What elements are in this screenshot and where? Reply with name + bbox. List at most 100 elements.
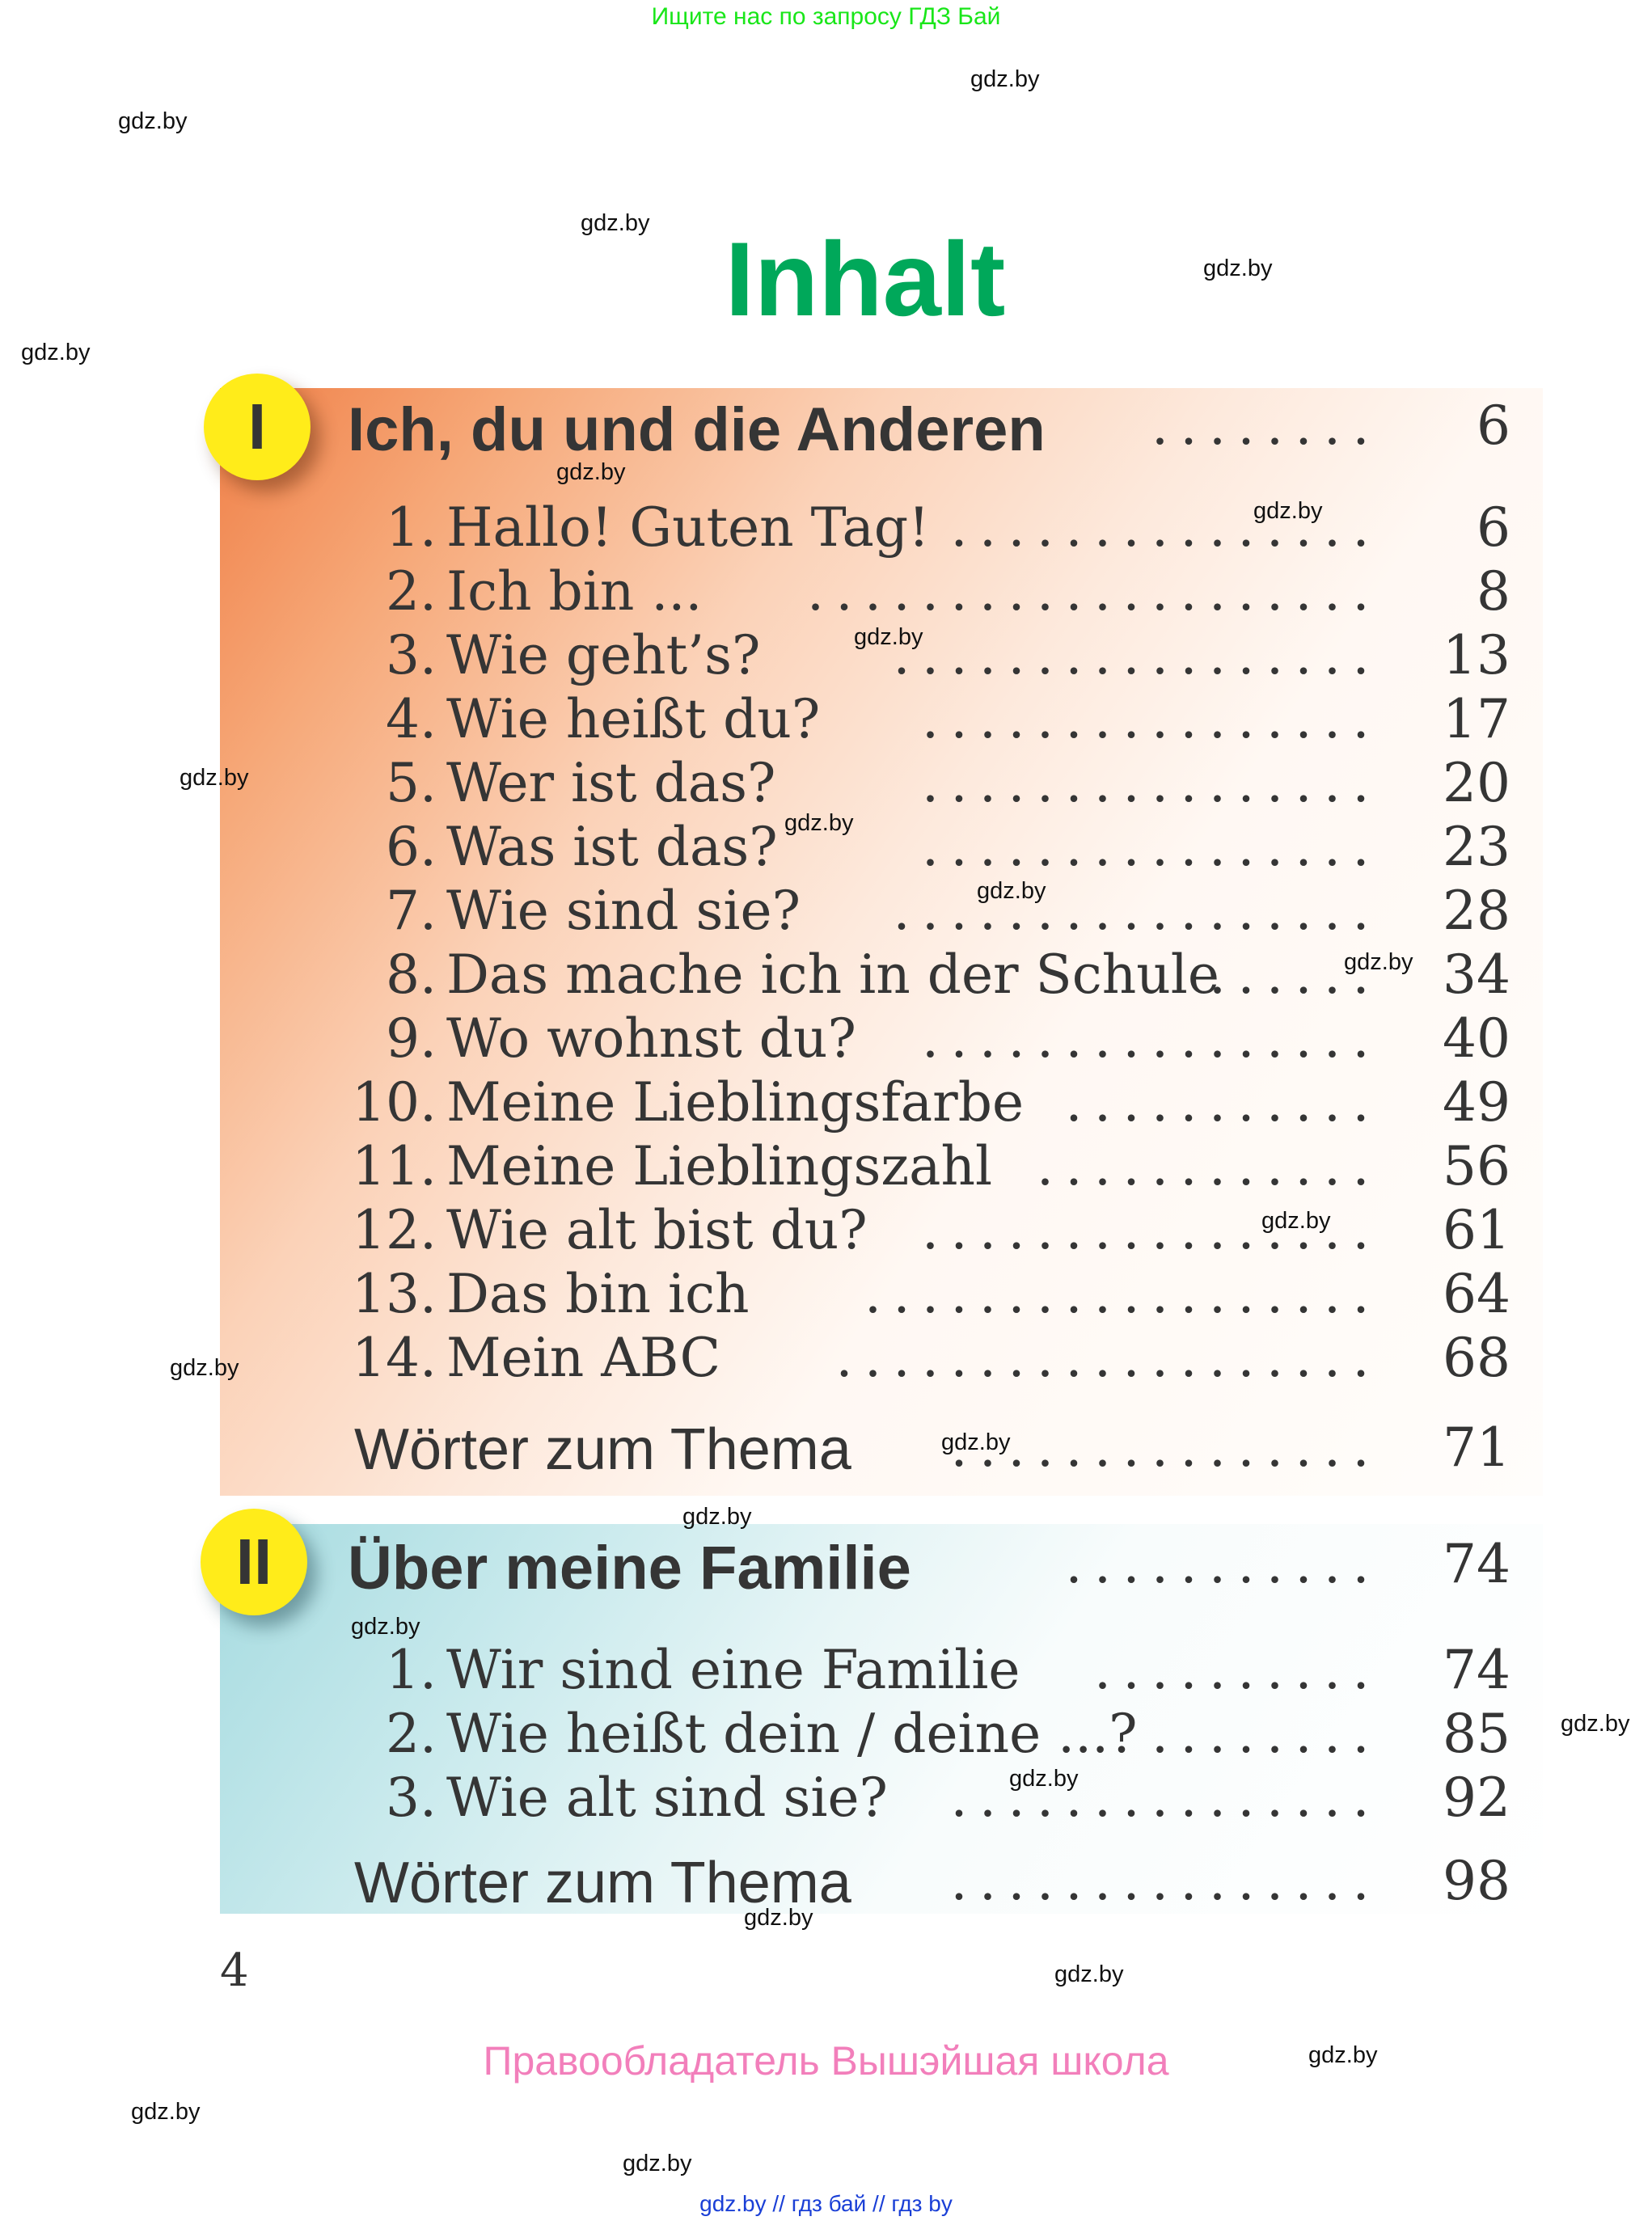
toc-entry[interactable]: 1. Hallo! Guten Tag! ............... 6 <box>0 496 1652 561</box>
entry-title: Wie sind sie? <box>446 880 801 942</box>
chapter-1-title: Ich, du und die Anderen <box>348 395 1046 464</box>
chapter-2-panel <box>220 1524 1543 1914</box>
entry-number: 4. <box>386 688 437 750</box>
entry-title: Hallo! Guten Tag! <box>446 496 930 559</box>
toc-entry[interactable]: 3. Wie geht’s? ................. 13 <box>0 624 1652 689</box>
toc-entry[interactable]: 13. Das bin ich .................. 64 <box>0 1263 1652 1328</box>
entry-number: 12. <box>352 1199 437 1261</box>
entry-title: Wer ist das? <box>446 752 776 814</box>
watermark: gdz.by <box>1253 498 1323 524</box>
watermark: gdz.by <box>180 765 249 791</box>
leader-dots: ................... <box>835 1327 1381 1389</box>
entry-number: 3. <box>386 624 437 686</box>
page-number: 74 <box>1443 1639 1510 1701</box>
toc-entry[interactable]: 7. Wie sind sie? ................. 28 <box>0 880 1652 944</box>
entry-number: 13. <box>352 1263 437 1325</box>
toc-entry[interactable]: 8. Das mache ich in der Schule ...... 34 <box>0 944 1652 1008</box>
toc-entry[interactable]: 11. Meine Lieblingszahl ............ 56 <box>0 1135 1652 1200</box>
page-number: 71 <box>1443 1416 1510 1479</box>
entry-number: 8. <box>386 944 437 1006</box>
leader-dots: ................ <box>922 752 1381 814</box>
page-number: 74 <box>1443 1533 1510 1595</box>
watermark: gdz.by <box>1054 1961 1124 1987</box>
watermark: gdz.by <box>556 459 626 485</box>
entry-title: Wie heißt du? <box>446 688 821 750</box>
watermark: gdz.by <box>581 210 650 236</box>
leader-dots: ............... <box>950 496 1381 559</box>
watermark: gdz.by <box>682 1504 752 1530</box>
watermark: gdz.by <box>1308 2042 1378 2068</box>
watermark: gdz.by <box>21 340 91 365</box>
entry-number: 14. <box>352 1327 437 1389</box>
watermark: gdz.by <box>1009 1766 1079 1792</box>
entry-title: Wie heißt dein / deine ...? <box>446 1703 1138 1765</box>
page-number: 34 <box>1443 944 1510 1006</box>
entry-title: Wir sind eine Familie <box>446 1639 1020 1701</box>
entry-title: Meine Lieblingsfarbe <box>446 1071 1025 1134</box>
entry-title: Meine Lieblingszahl <box>446 1135 993 1197</box>
page-number: 68 <box>1443 1327 1510 1389</box>
page-number: 23 <box>1443 816 1510 878</box>
page-number: 64 <box>1443 1263 1510 1325</box>
entry-number: 1. <box>386 496 437 559</box>
page-number: 17 <box>1443 688 1510 750</box>
page-number: 85 <box>1443 1703 1510 1765</box>
page-number: 28 <box>1443 880 1510 942</box>
page-number: 20 <box>1443 752 1510 814</box>
chapter-1-panel <box>220 388 1543 1496</box>
watermark: gdz.by <box>1344 949 1413 975</box>
entry-number: 3. <box>386 1767 437 1829</box>
leader-dots: ................ <box>922 1007 1381 1070</box>
toc-entry[interactable]: 9. Wo wohnst du? ................ 40 <box>0 1007 1652 1072</box>
entry-number: 9. <box>386 1007 437 1070</box>
footer-links[interactable]: gdz.by // гдз бай // гдз by <box>699 2191 953 2216</box>
page-number: 56 <box>1443 1135 1510 1197</box>
page-number: 49 <box>1443 1071 1510 1134</box>
toc-entry[interactable]: 1. Wir sind eine Familie .......... 74 <box>0 1639 1652 1704</box>
watermark: gdz.by <box>854 624 923 650</box>
watermark: gdz.by <box>1203 255 1273 281</box>
chapter-1-heading[interactable]: Ich, du und die Anderen ........ 6 <box>0 395 1652 464</box>
toc-entry[interactable]: 12. Wie alt bist du? ................ 61 <box>0 1199 1652 1264</box>
toc-entry[interactable]: 4. Wie heißt du? ................ 17 <box>0 688 1652 753</box>
chapter-2-heading[interactable]: Über meine Familie ........... 74 <box>0 1533 1652 1602</box>
page-number: 98 <box>1443 1850 1510 1912</box>
entry-number: 10. <box>352 1071 437 1134</box>
watermark: gdz.by <box>623 2151 692 2176</box>
entry-title: Wie geht’s? <box>446 624 761 686</box>
leader-dots: ................. <box>893 880 1381 942</box>
entry-number: 2. <box>386 560 437 623</box>
leader-dots: ............... <box>950 1767 1381 1829</box>
entry-number: 6. <box>386 816 437 878</box>
entry-title: Ich bin ... <box>446 560 703 623</box>
toc-entry[interactable]: 10. Meine Lieblingsfarbe ........... 49 <box>0 1071 1652 1136</box>
toc-entry[interactable]: 2. Ich bin ... .................... 8 <box>0 560 1652 625</box>
entry-title: Wie alt sind sie? <box>446 1767 888 1829</box>
words-entry[interactable]: Wörter zum Thema ............... 71 <box>0 1416 1652 1482</box>
leader-dots: ................ <box>922 688 1381 750</box>
entry-title: Wörter zum Thema <box>354 1851 851 1915</box>
watermark: gdz.by <box>744 1905 813 1931</box>
toc-entry[interactable]: 5. Wer ist das? ................ 20 <box>0 752 1652 817</box>
toc-entry[interactable]: 14. Mein ABC ................... 68 <box>0 1327 1652 1391</box>
search-banner: Ищите нас по запросу ГДЗ Бай <box>651 3 1001 30</box>
words-entry[interactable]: Wörter zum Thema ............... 98 <box>0 1850 1652 1915</box>
watermark: gdz.by <box>131 2099 201 2125</box>
toc-entry[interactable]: 3. Wie alt sind sie? ............... 92 <box>0 1767 1652 1831</box>
chapter-1-badge: I <box>204 374 311 480</box>
leader-dots: ................ <box>922 816 1381 878</box>
toc-entry[interactable]: 2. Wie heißt dein / deine ...? ........ … <box>0 1703 1652 1767</box>
toc-entry[interactable]: 6. Was ist das? ................ 23 <box>0 816 1652 880</box>
page-number: 92 <box>1443 1767 1510 1829</box>
page-number-footer: 4 <box>220 1944 249 1997</box>
page-number: 8 <box>1477 560 1510 623</box>
leader-dots: ........... <box>1065 1071 1381 1134</box>
entry-title: Wo wohnst du? <box>446 1007 856 1070</box>
leader-dots: .................. <box>864 1263 1381 1325</box>
page-number: 13 <box>1443 624 1510 686</box>
chapter-2-badge: II <box>201 1509 307 1615</box>
leader-dots: ............... <box>950 1850 1381 1912</box>
copyright-notice: Правообладатель Вышэйшая школа <box>483 2038 1169 2084</box>
entry-title: Was ist das? <box>446 816 778 878</box>
page-number: 6 <box>1477 395 1510 457</box>
